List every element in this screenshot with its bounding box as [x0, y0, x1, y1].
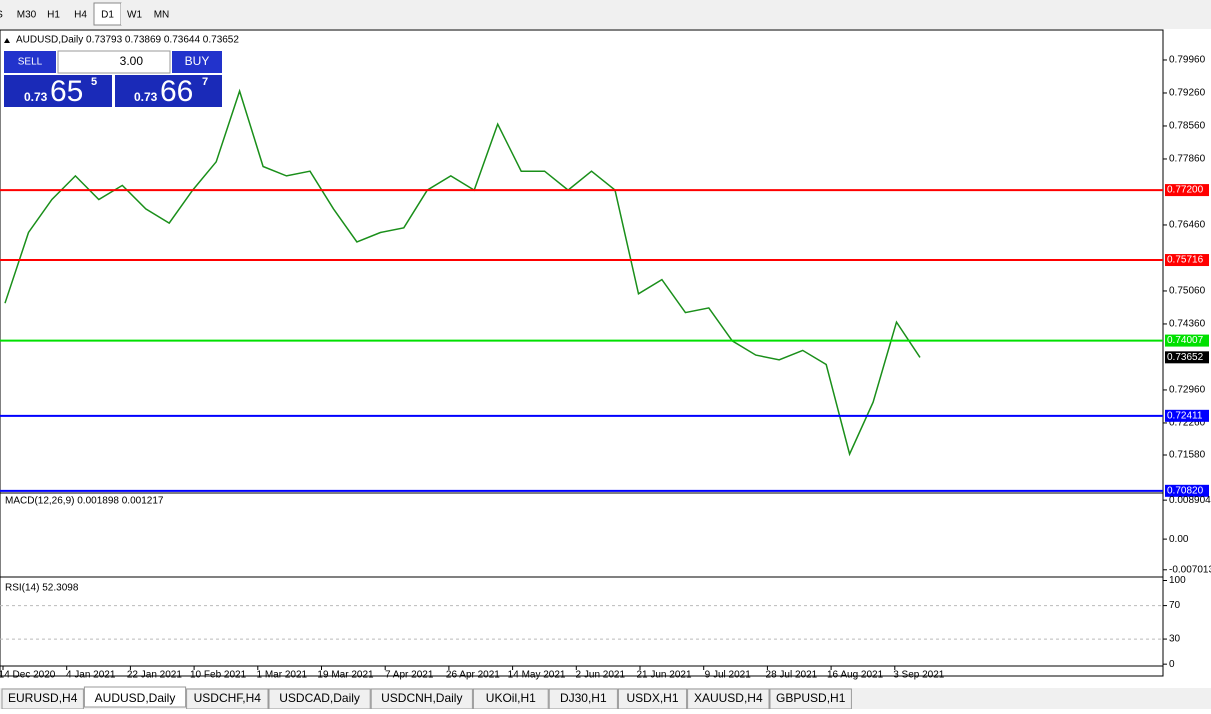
tab[interactable]: [83, 686, 187, 708]
macd-tick-label: 0.00: [1169, 534, 1189, 545]
date-label: 26 Apr 2021: [446, 670, 500, 681]
date-label: 16 Aug 2021: [827, 670, 884, 681]
level-label: 0.75716: [1167, 255, 1204, 266]
rsi-tick-label: 0: [1169, 659, 1175, 670]
level-tag: [1165, 484, 1209, 497]
price-line: [4, 88, 921, 457]
chart-frame: [0, 29, 1164, 677]
date-label: 1 Mar 2021: [257, 670, 308, 681]
price-tick-label: 0.79960: [1169, 55, 1206, 66]
level-tag: [1165, 254, 1209, 267]
date-label: 9 Jul 2021: [705, 670, 752, 681]
macd-tick-label: -0.007013: [1169, 564, 1211, 575]
tab-label: UKOil,H1: [486, 691, 536, 705]
date-label: 10 Feb 2021: [190, 670, 247, 681]
rsi-tick-label: 30: [1169, 634, 1181, 645]
timeframe-label: H1: [47, 10, 60, 21]
date-label: 14 May 2021: [508, 670, 566, 681]
timeframe-label: H4: [74, 10, 87, 21]
tab-label: EURUSD,H4: [8, 691, 78, 705]
date-label: 7 Apr 2021: [385, 670, 434, 681]
tab-label: USDCHF,H4: [194, 691, 262, 705]
level-tag: [1165, 334, 1209, 347]
date-label: 22 Jan 2021: [127, 670, 182, 681]
current-label: 0.73652: [1167, 352, 1204, 363]
timeframe-label: D1: [101, 10, 114, 21]
tab-label: GBPUSD,H1: [776, 691, 846, 705]
buy-button[interactable]: [172, 51, 222, 73]
header-icon: [4, 38, 10, 43]
rsi-tick-label: 70: [1169, 600, 1181, 611]
lots-value: 3.00: [120, 54, 144, 68]
tab-label: USDCAD,Daily: [279, 691, 360, 705]
date-label: 4 Jan 2021: [66, 670, 116, 681]
level-label: 0.74007: [1167, 335, 1204, 346]
price-tick-label: 0.71580: [1169, 450, 1206, 461]
timeframe-button[interactable]: [67, 3, 94, 25]
buy-big: 0.73: [134, 90, 158, 104]
price-tick-label: 0.79260: [1169, 88, 1206, 99]
buy-label: BUY: [185, 54, 210, 68]
date-label: 3 Sep 2021: [893, 670, 945, 681]
price-tick-label: 0.76460: [1169, 220, 1206, 231]
date-label: 21 Jun 2021: [636, 670, 691, 681]
level-tag: [1165, 409, 1209, 422]
price-tick-label: 0.78560: [1169, 121, 1206, 132]
timeframe-button[interactable]: [148, 3, 175, 25]
macd-tick-label: 0.008904: [1169, 495, 1211, 506]
toolbar: [0, 0, 1211, 29]
tab-label: USDX,H1: [626, 691, 678, 705]
buy-price[interactable]: [115, 75, 222, 107]
price-tick-label: 0.75060: [1169, 286, 1206, 297]
level-label: 0.77200: [1167, 185, 1204, 196]
price-tick-label: 0.72960: [1169, 385, 1206, 396]
rsi-label: RSI(14) 52.3098: [5, 583, 79, 594]
buy-frac: 7: [202, 76, 208, 88]
date-label: 2 Jun 2021: [576, 670, 626, 681]
date-label: 14 Dec 2020: [0, 670, 56, 681]
timeframe-button[interactable]: [121, 3, 148, 25]
timeframe-button[interactable]: [40, 3, 67, 25]
timeframe-button[interactable]: [13, 3, 40, 25]
tab-label: AUDUSD,Daily: [95, 691, 176, 705]
price-tick-label: 0.74360: [1169, 319, 1206, 330]
price-tick-label: 0.72260: [1169, 418, 1206, 429]
timeframe-label: MN: [154, 10, 170, 21]
sell-frac: 5: [91, 76, 97, 88]
trade-panel: SELL BUY 3.00 0.73 65 5 0.73 66 7: [4, 50, 222, 108]
tab-label: XAUUSD,H4: [694, 691, 763, 705]
timeframe-label: S: [0, 10, 3, 21]
level-label: 0.72411: [1167, 410, 1203, 421]
macd-label: MACD(12,26,9) 0.001898 0.001217: [5, 496, 164, 507]
date-label: 19 Mar 2021: [317, 670, 374, 681]
date-label: 28 Jul 2021: [766, 670, 818, 681]
price-tick-label: 0.77860: [1169, 154, 1206, 165]
sell-big: 0.73: [24, 90, 48, 104]
timeframe-label: W1: [127, 10, 142, 21]
rsi-tick-label: 100: [1169, 575, 1186, 586]
sell-button[interactable]: [4, 51, 56, 73]
timeframe-label: M30: [17, 10, 37, 21]
tab-label: USDCNH,Daily: [381, 691, 462, 705]
current-tag: [1165, 351, 1209, 364]
chart-header: AUDUSD,Daily 0.73793 0.73869 0.73644 0.7…: [16, 35, 239, 46]
sell-pips: 65: [50, 75, 83, 108]
tab-label: DJ30,H1: [560, 691, 607, 705]
sell-label: SELL: [18, 57, 43, 68]
buy-pips: 66: [160, 75, 193, 108]
sell-price[interactable]: [4, 75, 112, 107]
lots-input[interactable]: [57, 50, 171, 74]
level-tag: [1165, 184, 1209, 197]
level-label: 0.70820: [1167, 485, 1204, 496]
timeframe-button[interactable]: [0, 3, 13, 25]
